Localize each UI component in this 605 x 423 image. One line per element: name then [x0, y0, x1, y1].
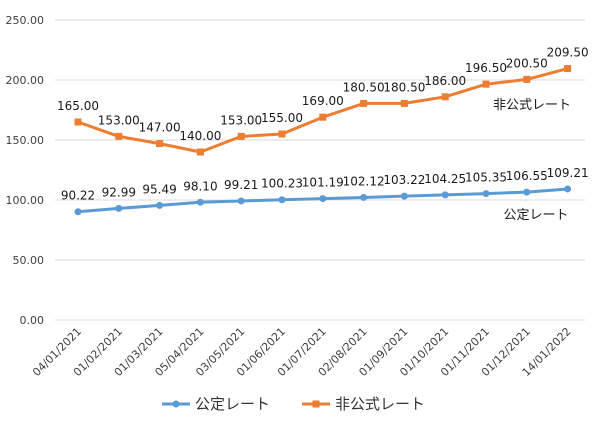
data-label: 180.50 — [343, 80, 385, 94]
data-label: 105.35 — [465, 171, 507, 185]
data-label: 92.99 — [102, 185, 136, 199]
data-point — [156, 140, 164, 148]
data-label: 169.00 — [302, 94, 344, 108]
y-tick-label: 200.00 — [6, 74, 45, 87]
data-label: 140.00 — [179, 129, 221, 143]
data-label: 101.19 — [302, 176, 344, 190]
legend-marker — [172, 400, 180, 408]
y-axis: 0.00 50.00 100.00 150.00 200.00 250.00 — [6, 14, 45, 327]
data-point — [237, 132, 245, 140]
x-axis: 04/01/202101/02/202101/03/202105/04/2021… — [30, 325, 574, 379]
y-tick-label: 150.00 — [6, 134, 45, 147]
data-point — [523, 188, 531, 196]
data-label: 106.55 — [506, 169, 548, 183]
data-point — [74, 208, 82, 216]
data-label: 104.25 — [424, 172, 466, 186]
data-label: 109.21 — [547, 166, 589, 180]
data-label: 147.00 — [139, 121, 181, 135]
data-label: 95.49 — [142, 182, 176, 196]
data-label: 165.00 — [57, 99, 99, 113]
legend-marker — [312, 400, 320, 408]
data-label: 209.50 — [547, 46, 589, 60]
data-point — [196, 198, 204, 206]
data-point — [237, 197, 245, 205]
data-point — [319, 113, 327, 121]
data-point — [360, 193, 368, 201]
y-tick-label: 50.00 — [13, 254, 45, 267]
data-point — [441, 93, 449, 101]
data-point — [400, 99, 408, 107]
data-label: 155.00 — [261, 111, 303, 125]
data-point — [564, 65, 572, 73]
data-label: 99.21 — [224, 178, 258, 192]
data-point — [196, 148, 204, 156]
data-point — [115, 132, 123, 140]
data-point — [564, 185, 572, 193]
data-point — [441, 191, 449, 199]
data-label: 200.50 — [506, 56, 548, 70]
data-point — [319, 195, 327, 203]
data-point — [115, 204, 123, 212]
data-point — [482, 80, 490, 88]
data-label: 90.22 — [61, 189, 95, 203]
data-label: 196.50 — [465, 61, 507, 75]
y-tick-label: 100.00 — [6, 194, 45, 207]
data-point — [523, 75, 531, 83]
data-labels: 90.22 92.99 95.49 98.10 99.21 100.23101.19102… — [57, 46, 589, 223]
series — [74, 65, 572, 216]
data-point — [482, 190, 490, 198]
data-label: 98.10 — [183, 179, 217, 193]
data-point — [278, 130, 286, 138]
data-label: 153.00 — [220, 113, 262, 127]
series-annotation: 公定レート — [503, 208, 568, 223]
series-annotation: 非公式レート — [493, 98, 571, 113]
data-point — [74, 118, 82, 126]
y-tick-label: 0.00 — [20, 314, 45, 327]
legend: 公定レート 非公式レート — [162, 395, 425, 413]
legend-label: 非公式レート — [335, 395, 425, 413]
data-point — [156, 201, 164, 209]
y-tick-label: 250.00 — [6, 14, 45, 27]
data-label: 180.50 — [383, 80, 425, 94]
data-label: 153.00 — [98, 113, 140, 127]
data-label: 102.12 — [343, 174, 385, 188]
data-point — [278, 196, 286, 204]
data-label: 103.22 — [383, 173, 425, 187]
data-point — [360, 99, 368, 107]
data-label: 100.23 — [261, 177, 303, 191]
data-label: 186.00 — [424, 74, 466, 88]
data-point — [400, 192, 408, 200]
legend-label: 公定レート — [195, 395, 270, 413]
